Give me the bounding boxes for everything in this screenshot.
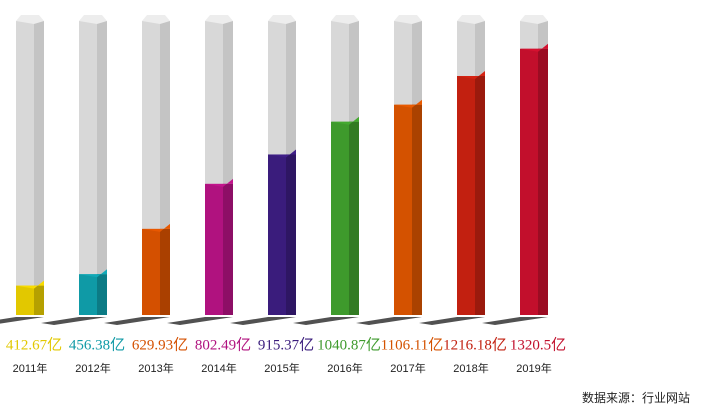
bar-top	[457, 70, 485, 79]
value-label: 1040.87亿	[317, 336, 381, 353]
tube-top	[16, 15, 44, 24]
value-label: 629.93亿	[132, 336, 188, 353]
bar-top	[205, 178, 233, 187]
tube-right	[97, 21, 107, 315]
x-tick-label: 2011年	[13, 361, 48, 375]
bar-shadow	[104, 317, 170, 325]
value-label: 456.38亿	[69, 336, 125, 353]
bar-top	[520, 43, 548, 52]
bar-side	[223, 183, 233, 315]
tube-right	[34, 21, 44, 315]
bar-shadow	[167, 317, 233, 325]
bar-shadow	[230, 317, 296, 325]
bar-top	[79, 269, 107, 278]
bar-side	[286, 154, 296, 315]
bar-top	[268, 149, 296, 158]
value-label: 1320.5亿	[510, 336, 566, 353]
x-tick-label: 2015年	[264, 361, 299, 375]
tube-left	[16, 21, 34, 315]
x-tick-label: 2016年	[327, 361, 362, 375]
bar-shadow	[0, 317, 44, 324]
value-label: 802.49亿	[195, 336, 251, 353]
value-label: 1216.18亿	[443, 336, 507, 353]
bar-side	[538, 48, 548, 316]
bar-shadow	[482, 317, 548, 325]
bar-side	[475, 75, 485, 315]
tube-top	[268, 15, 296, 24]
bar-shadow	[41, 317, 107, 325]
bar-side	[97, 274, 107, 315]
bar-side	[412, 104, 422, 315]
bar-shadow	[356, 317, 422, 325]
tube-top	[520, 15, 548, 24]
bar-top	[394, 99, 422, 108]
value-label: 1106.11亿	[381, 336, 444, 353]
x-tick-label: 2018年	[453, 361, 488, 375]
bar-shadow	[419, 317, 485, 325]
bar-side	[160, 228, 170, 315]
tube-left	[79, 21, 97, 315]
bar-top	[331, 116, 359, 125]
x-tick-label: 2017年	[390, 361, 425, 375]
source: 数据来源：行业网站	[582, 390, 690, 405]
bar-top	[16, 280, 44, 289]
tube-top	[457, 15, 485, 24]
value-label: 915.37亿	[258, 336, 314, 353]
tube-top	[205, 15, 233, 24]
tube-top	[331, 15, 359, 24]
x-tick-label: 2013年	[138, 361, 173, 375]
tube-right	[160, 21, 170, 315]
tube-top	[142, 15, 170, 24]
bar-top	[142, 223, 170, 232]
x-tick-label: 2019年	[516, 361, 551, 375]
value-label: 412.67亿	[6, 336, 62, 353]
x-tick-label: 2014年	[201, 361, 236, 375]
x-tick-label: 2012年	[75, 361, 110, 375]
bar-shadow	[293, 317, 359, 325]
bar-side	[349, 121, 359, 315]
tube-top	[394, 15, 422, 24]
tube-top	[79, 15, 107, 24]
tube-right	[223, 21, 233, 315]
bar-side	[34, 285, 44, 315]
